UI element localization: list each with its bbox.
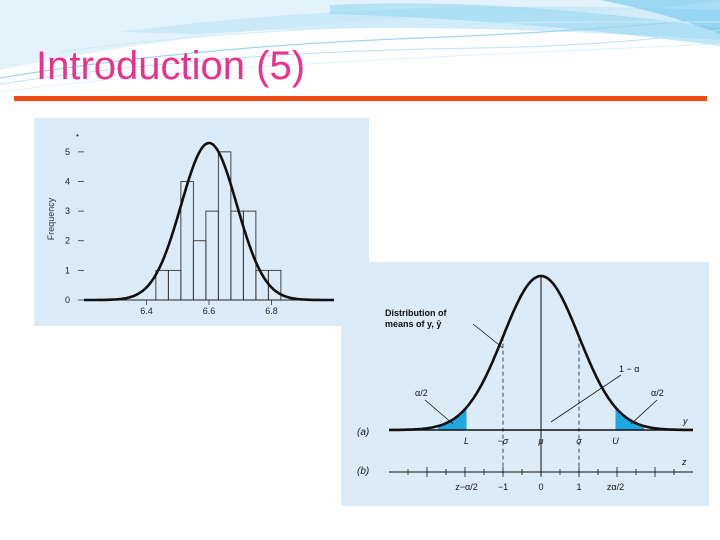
y-tick-label: 2 — [65, 236, 70, 246]
distribution-label-line: means of y, ȳ — [385, 319, 441, 329]
histogram-normal-curve — [84, 141, 334, 302]
axis-a-label: U — [612, 436, 619, 446]
axis-b-label: z−α/2 — [455, 482, 477, 492]
histogram-bar — [217, 151, 232, 301]
axis-b-tag: (b) — [357, 466, 369, 477]
histogram-chart: 0 1 2 3 4 5 6.4 6.6 6.8 Frequency • — [46, 131, 334, 316]
distribution-of-means-label: Distribution of means of y, ȳ — [385, 308, 447, 329]
axis-b-label: 0 — [538, 482, 543, 492]
histogram-bar — [205, 210, 219, 301]
axis-a-label: μ — [538, 436, 544, 446]
sampling-distribution-chart: L −σ μ σ U z−α/2 −1 0 1 zα/2 (a) (b) y z Distrib… — [357, 274, 693, 492]
y-tick-label: 1 — [65, 265, 70, 275]
histogram-panel: 0 1 2 3 4 5 6.4 6.6 6.8 Frequency • — [34, 118, 369, 326]
distribution-label-line: Distribution of — [385, 308, 447, 318]
axis-a-tag: (a) — [357, 427, 369, 438]
y-tick-label: 4 — [65, 176, 70, 186]
y-tick-label: 5 — [65, 147, 70, 157]
histogram-bar — [155, 269, 169, 301]
histogram-bar — [192, 240, 207, 301]
axis-a-variable: y — [682, 416, 688, 426]
histogram-bar — [167, 269, 182, 301]
axis-a-label: −σ — [498, 436, 509, 446]
slide-title: Introduction (5) — [36, 44, 306, 88]
lower-tail-arrow — [424, 399, 454, 425]
sampling-distribution-panel: L −σ μ σ U z−α/2 −1 0 1 zα/2 (a) (b) y z Distrib… — [341, 262, 709, 506]
x-tick-label: 6.6 — [203, 306, 216, 316]
axis-a-label: σ — [576, 436, 582, 446]
lower-tail-label: α/2 — [415, 388, 428, 398]
axis-b-label: 1 — [576, 482, 581, 492]
histogram-axis-dot: • — [76, 131, 79, 140]
x-tick-label: 6.4 — [140, 306, 153, 316]
distribution-label-arrow — [472, 323, 504, 349]
histogram-y-axis-label: Frequency — [46, 197, 56, 240]
x-tick-label: 6.8 — [265, 306, 278, 316]
axis-b-variable: z — [681, 457, 687, 467]
sampling-distribution-curve — [389, 274, 693, 432]
y-tick-label: 0 — [65, 295, 70, 305]
upper-tail-arrow — [630, 399, 658, 425]
one-minus-alpha-label: 1 − α — [619, 364, 639, 374]
title-underline — [14, 96, 707, 101]
axis-b-label: zα/2 — [607, 482, 624, 492]
one-minus-alpha-arrow — [550, 374, 622, 423]
axis-a-label: L — [464, 436, 469, 446]
title-swoosh-decoration — [0, 0, 720, 93]
axis-b-label: −1 — [498, 482, 508, 492]
upper-tail-label: α/2 — [651, 388, 664, 398]
y-tick-label: 3 — [65, 206, 70, 216]
